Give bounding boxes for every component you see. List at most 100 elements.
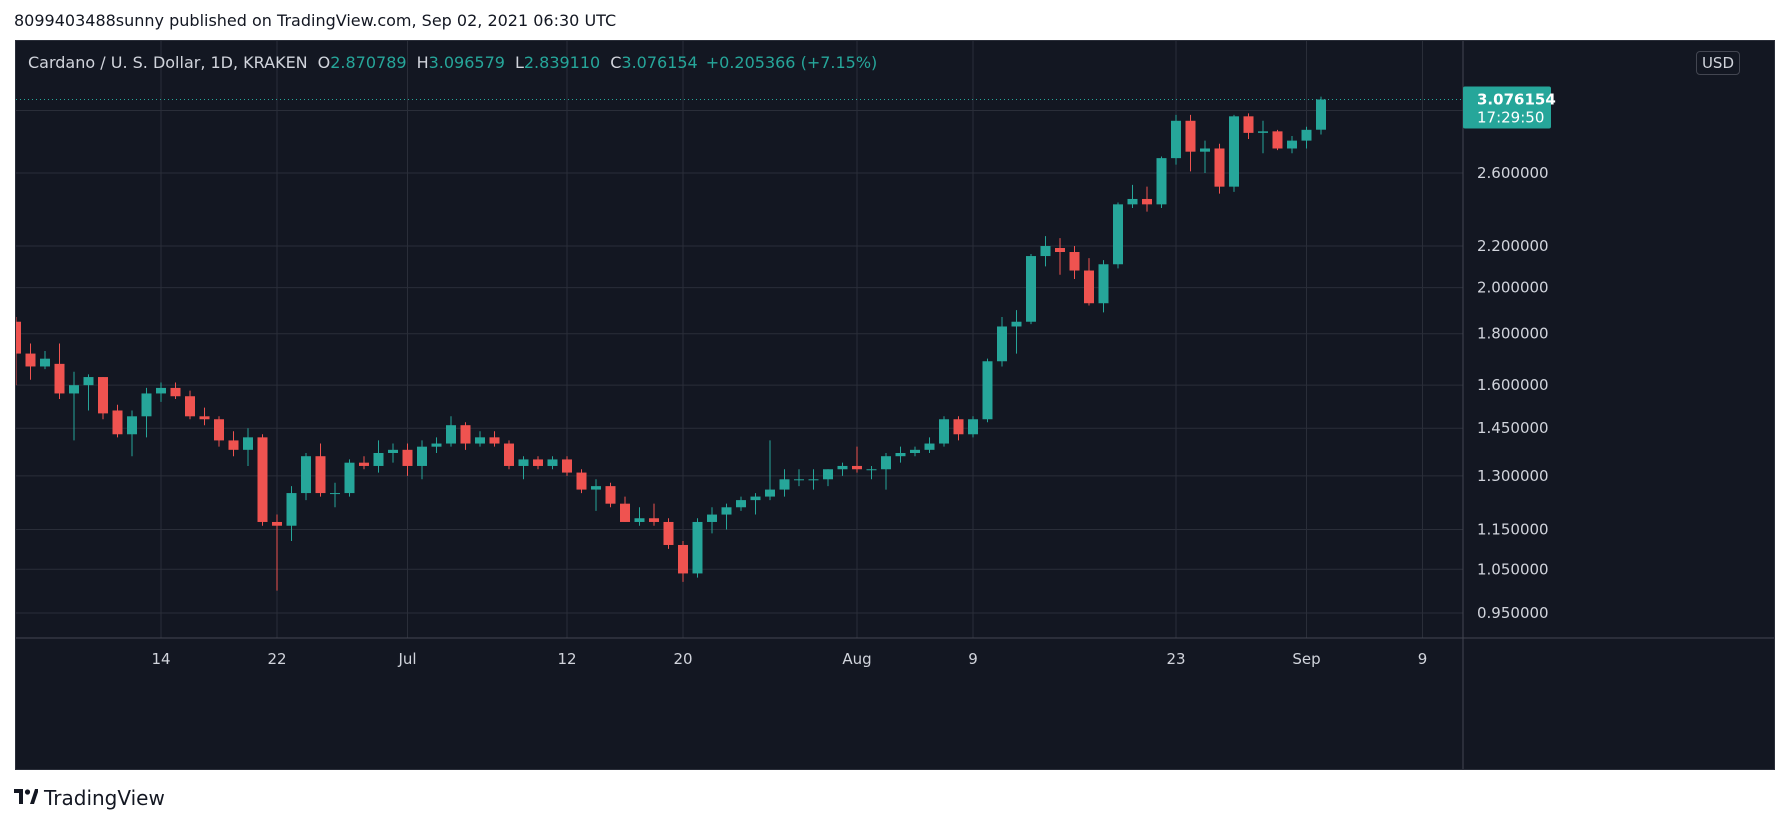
last-price-badge — [1463, 86, 1551, 129]
candle-body-up — [939, 419, 949, 444]
candle-body-up — [475, 437, 485, 444]
candle-body-up — [446, 425, 456, 444]
candle-body-up — [634, 518, 645, 522]
candle-body-down — [605, 486, 616, 504]
chart-background — [16, 41, 1774, 769]
candle-body-down — [185, 396, 195, 417]
low-value: 2.839110 — [523, 53, 601, 72]
candle-body-up — [301, 456, 311, 494]
candle-body-down — [1185, 120, 1196, 152]
candle-body-down — [1243, 116, 1254, 133]
candle-body-up — [69, 385, 79, 394]
candle-body-up — [1098, 264, 1109, 304]
candle-body-down — [170, 387, 181, 397]
y-tick-label: 2.200000 — [1477, 237, 1549, 255]
candle-body-up — [373, 453, 384, 466]
candle-body-up — [547, 459, 558, 466]
change-value: +0.205366 (+7.15%) — [705, 53, 878, 72]
candle-body-up — [1026, 256, 1036, 322]
x-tick-label: 9 — [968, 650, 978, 668]
candle-body-down — [1084, 270, 1094, 304]
candle-body-down — [257, 437, 268, 522]
high-label: H — [416, 53, 429, 72]
candle-body-up — [330, 493, 340, 495]
candlestick-chart[interactable]: 0.950000 1.050000 1.150000 1.300000 1.450000… — [16, 41, 1774, 769]
x-tick-label: 14 — [151, 650, 170, 668]
candle-body-down — [315, 456, 326, 494]
candle-body-down — [678, 544, 688, 574]
chart-panel[interactable]: 0.950000 1.050000 1.150000 1.300000 1.450000… — [15, 40, 1775, 770]
y-tick-label: 2.600000 — [1477, 164, 1549, 182]
x-tick-label: 20 — [673, 650, 692, 668]
candle-body-down — [953, 419, 964, 435]
candle-body-down — [562, 459, 572, 473]
candle-body-up — [707, 514, 717, 522]
candle-body-up — [779, 479, 790, 490]
candle-body-down — [1272, 131, 1283, 149]
candle-body-down — [199, 416, 210, 420]
candle-body-down — [359, 462, 369, 466]
candle-body-up — [895, 453, 906, 457]
symbol-legend: Cardano / U. S. Dollar, 1D, KRAKEN O2.870… — [28, 53, 877, 72]
candle-body-up — [881, 456, 891, 470]
published-by-text: 8099403488sunny published on TradingView… — [14, 11, 617, 30]
candle-body-up — [692, 521, 703, 574]
y-tick-label: 1.300000 — [1477, 467, 1549, 485]
candle-body-up — [924, 443, 935, 450]
candle-body-up — [1127, 198, 1138, 205]
candle-body-down — [533, 459, 543, 466]
candle-body-up — [866, 469, 877, 471]
tradingview-logo[interactable]: TradingView — [14, 786, 165, 810]
candle-body-down — [576, 472, 587, 490]
high-value: 3.096579 — [428, 53, 505, 72]
candle-body-down — [852, 465, 862, 470]
candle-body-up — [417, 446, 427, 466]
candle-body-up — [243, 437, 253, 450]
candle-body-up — [968, 419, 978, 435]
x-tick-label: 12 — [557, 650, 576, 668]
candle-body-up — [40, 358, 50, 367]
candle-body-up — [823, 469, 833, 480]
candle-body-up — [997, 326, 1007, 362]
candle-body-down — [460, 425, 471, 444]
open-value: 2.870789 — [330, 53, 407, 72]
candle-body-up — [910, 449, 920, 454]
candle-body-down — [214, 419, 224, 441]
y-tick-label: 0.950000 — [1477, 604, 1549, 622]
y-tick-label: 1.450000 — [1477, 419, 1549, 437]
y-tick-label: 1.600000 — [1477, 376, 1549, 394]
candle-body-up — [837, 465, 848, 470]
candle-body-down — [112, 410, 123, 435]
candle-body-down — [504, 443, 514, 466]
candle-body-up — [1113, 204, 1123, 265]
candle-body-up — [1301, 129, 1312, 141]
x-tick-label: 23 — [1166, 650, 1185, 668]
close-label: C — [610, 53, 622, 72]
y-tick-label: 1.050000 — [1477, 560, 1549, 578]
candle-body-up — [83, 377, 94, 386]
candle-body-up — [141, 393, 152, 417]
candle-body-up — [1316, 99, 1326, 130]
candle-body-up — [518, 459, 529, 466]
y-tick-label: 1.800000 — [1477, 325, 1549, 343]
currency-unit-button[interactable]: USD — [1695, 51, 1740, 75]
close-value: 3.076154 — [621, 53, 698, 72]
candle-body-up — [750, 496, 761, 501]
candle-body-up — [431, 443, 442, 447]
candle-body-down — [54, 363, 65, 394]
low-label: L — [514, 53, 524, 72]
candle-body-down — [649, 518, 659, 522]
candle-body-down — [620, 503, 630, 522]
y-tick-label: 1.150000 — [1477, 521, 1549, 539]
x-tick-label: Sep — [1292, 650, 1320, 668]
candle-body-up — [1200, 148, 1210, 152]
candle-body-up — [808, 479, 819, 481]
candle-body-down — [663, 521, 674, 545]
brand-name: TradingView — [44, 786, 165, 810]
x-tick-label: 22 — [267, 650, 286, 668]
candle-body-up — [736, 500, 746, 508]
candle-body-down — [1214, 148, 1225, 187]
candle-body-up — [1171, 120, 1181, 159]
candle-body-up — [721, 507, 732, 515]
open-label: O — [317, 53, 331, 72]
